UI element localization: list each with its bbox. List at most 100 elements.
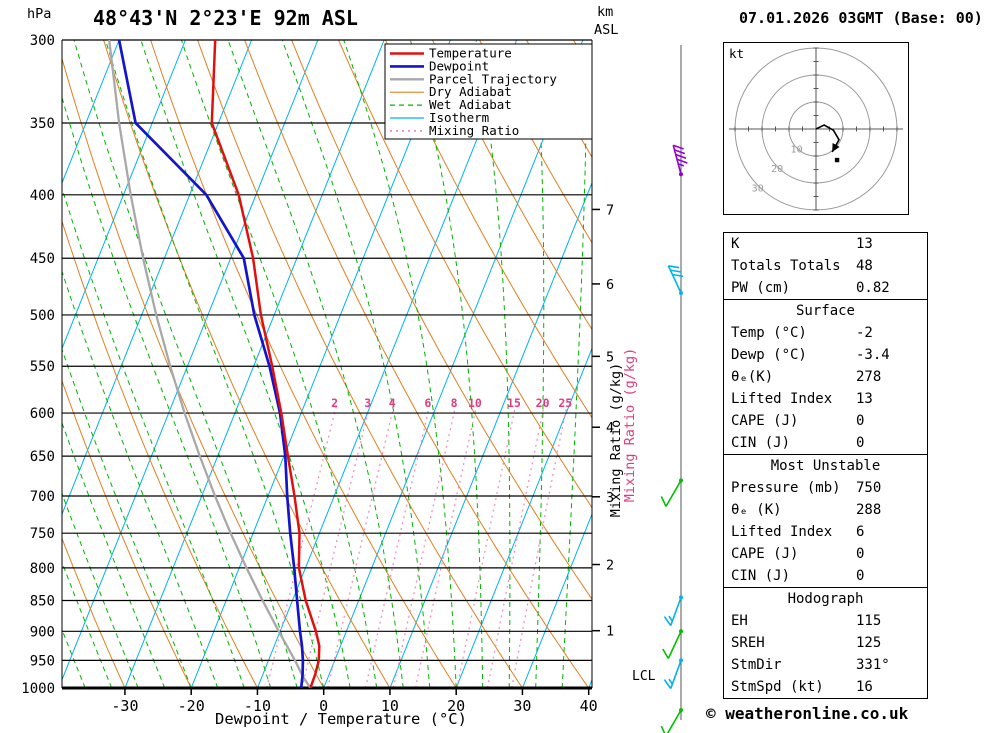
- stat-value: -2: [856, 325, 873, 341]
- stat-value: 0.82: [856, 280, 890, 296]
- mixing-ratio-lines: 2 3 4 6 8 10 15 20 25: [266, 396, 572, 688]
- stat-label: Temp (°C): [731, 325, 807, 341]
- table-row: K 13: [724, 233, 927, 255]
- table-row: EH 115: [724, 610, 927, 632]
- stats-panel: K 13 Totals Totals 48 PW (cm) 0.82 Surfa…: [723, 232, 928, 699]
- stat-value: 125: [856, 635, 882, 651]
- stat-label: Pressure (mb): [731, 480, 841, 496]
- svg-text:0: 0: [319, 697, 328, 715]
- svg-text:6: 6: [424, 396, 431, 410]
- table-row: Pressure (mb) 750: [724, 477, 927, 499]
- svg-text:1: 1: [606, 624, 614, 640]
- svg-text:8: 8: [451, 396, 458, 410]
- svg-text:600: 600: [30, 406, 55, 422]
- parcel-trajectory-curve: [108, 40, 312, 688]
- indices-table: K 13 Totals Totals 48 PW (cm) 0.82: [723, 232, 928, 300]
- svg-text:900: 900: [30, 624, 55, 640]
- stat-label: θₑ (K): [731, 502, 782, 518]
- table-row: StmDir 331°: [724, 654, 927, 676]
- stat-label: StmSpd (kt): [731, 679, 824, 695]
- table-row: Totals Totals 48: [724, 255, 927, 277]
- stat-value: -3.4: [856, 347, 890, 363]
- stat-label: Lifted Index: [731, 391, 833, 407]
- temperature-curve: [210, 40, 321, 688]
- svg-text:700: 700: [30, 489, 55, 505]
- svg-text:-10: -10: [244, 697, 271, 715]
- svg-text:Wet Adiabat: Wet Adiabat: [429, 97, 512, 112]
- stat-value: 750: [856, 480, 882, 496]
- svg-text:10: 10: [381, 697, 399, 715]
- stat-label: PW (cm): [731, 280, 791, 296]
- table-row: Dewp (°C) -3.4: [724, 344, 927, 366]
- stat-label: SREH: [731, 635, 765, 651]
- table-title: Most Unstable: [770, 458, 881, 474]
- stat-label: CIN (J): [731, 568, 791, 584]
- stat-label: CAPE (J): [731, 413, 799, 429]
- svg-text:3: 3: [364, 396, 371, 410]
- stat-value: 288: [856, 502, 882, 518]
- svg-text:30: 30: [752, 183, 764, 194]
- svg-text:20: 20: [771, 164, 783, 175]
- svg-text:15: 15: [507, 396, 521, 410]
- svg-text:750: 750: [30, 526, 55, 542]
- stat-value: 6: [856, 524, 865, 540]
- table-row: StmSpd (kt) 16: [724, 676, 927, 698]
- hodograph-stats-table: Hodograph EH 115 SREH 125 StmDir 331° St…: [723, 587, 928, 699]
- stat-value: 278: [856, 369, 882, 385]
- svg-text:500: 500: [30, 308, 55, 324]
- svg-text:30: 30: [513, 697, 531, 715]
- svg-text:2: 2: [606, 558, 614, 574]
- table-row: θₑ(K) 278: [724, 366, 927, 388]
- svg-text:7: 7: [606, 202, 614, 218]
- svg-text:20: 20: [447, 697, 465, 715]
- svg-text:-30: -30: [111, 697, 138, 715]
- svg-text:kt: kt: [729, 46, 744, 61]
- temperature-axis: -30 -20 -10 0 10 20 30 40 Dewpoint / Temperature…: [111, 688, 598, 728]
- svg-text:850: 850: [30, 594, 55, 610]
- hodograph-panel: 10 20 30 kt: [723, 42, 909, 215]
- svg-text:25: 25: [558, 396, 572, 410]
- table-row: CIN (J) 0: [724, 432, 927, 454]
- svg-text:6: 6: [606, 277, 614, 293]
- stat-value: 13: [856, 391, 873, 407]
- svg-text:Parcel Trajectory: Parcel Trajectory: [429, 71, 557, 86]
- stat-value: 0: [856, 413, 865, 429]
- svg-text:Isotherm: Isotherm: [429, 110, 489, 125]
- svg-text:950: 950: [30, 653, 55, 669]
- svg-text:Temperature: Temperature: [429, 46, 512, 61]
- svg-text:450: 450: [30, 251, 55, 267]
- svg-text:LCL: LCL: [632, 669, 656, 684]
- table-row: Lifted Index 6: [724, 521, 927, 543]
- wind-barb-column: [660, 45, 688, 733]
- svg-text:Mixing Ratio (g/kg): Mixing Ratio (g/kg): [608, 363, 624, 517]
- svg-text:-20: -20: [178, 697, 205, 715]
- table-row: PW (cm) 0.82: [724, 277, 927, 299]
- svg-text:3: 3: [606, 490, 614, 506]
- copyright: © weatheronline.co.uk: [706, 704, 909, 723]
- svg-text:Dewpoint: Dewpoint: [429, 58, 489, 73]
- stat-value: 0: [856, 568, 865, 584]
- stat-value: 16: [856, 679, 873, 695]
- table-title: Surface: [795, 303, 855, 319]
- stat-label: Totals Totals: [731, 258, 841, 274]
- svg-text:650: 650: [30, 449, 55, 465]
- svg-text:400: 400: [30, 188, 55, 204]
- table-row: θₑ (K) 288: [724, 499, 927, 521]
- stat-value: 13: [856, 236, 873, 252]
- most-unstable-table: Most Unstable Pressure (mb) 750 θₑ (K) 2…: [723, 454, 928, 588]
- stat-value: 331°: [856, 657, 890, 673]
- stat-label: CIN (J): [731, 435, 791, 451]
- stat-label: Dewp (°C): [731, 347, 807, 363]
- table-row: Lifted Index 13: [724, 388, 927, 410]
- svg-text:Dewpoint / Temperature (°C): Dewpoint / Temperature (°C): [215, 710, 467, 728]
- svg-text:40: 40: [580, 697, 598, 715]
- stat-value: 0: [856, 435, 865, 451]
- table-row: Temp (°C) -2: [724, 322, 927, 344]
- stat-value: 115: [856, 613, 882, 629]
- table-row: CAPE (J) 0: [724, 543, 927, 565]
- surface-table: Surface Temp (°C) -2 Dewp (°C) -3.4 θₑ(K…: [723, 299, 928, 455]
- svg-text:300: 300: [30, 33, 55, 49]
- stat-label: EH: [731, 613, 748, 629]
